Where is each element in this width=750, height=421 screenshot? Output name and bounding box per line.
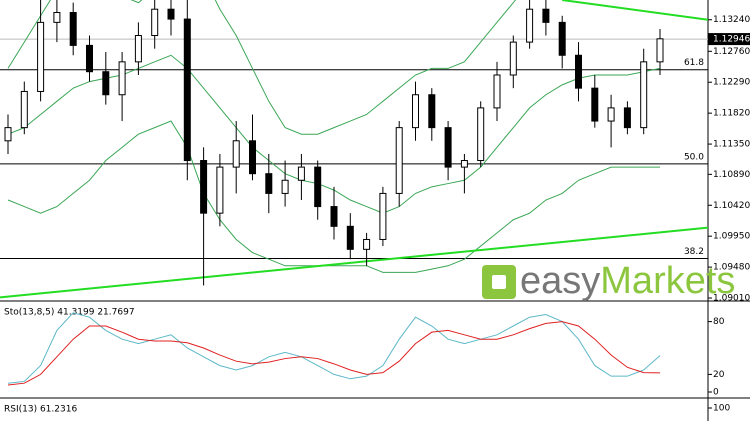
candle-body bbox=[346, 225, 354, 250]
stoch-line bbox=[7, 312, 661, 384]
band-line bbox=[7, 120, 660, 273]
candle-body bbox=[249, 140, 256, 175]
candle-body bbox=[558, 21, 566, 56]
candle-body bbox=[444, 127, 452, 168]
candle-body bbox=[379, 192, 387, 240]
y-tick-label: 1.09010 bbox=[713, 294, 750, 304]
candle-body bbox=[69, 12, 77, 46]
candle-body bbox=[232, 140, 240, 168]
candle-body bbox=[623, 107, 631, 129]
y-tick-label: 1.12290 bbox=[713, 78, 750, 88]
candle-body bbox=[493, 74, 501, 109]
candle-body bbox=[526, 8, 534, 43]
logo-word: easy bbox=[520, 260, 600, 302]
candle-body bbox=[37, 21, 45, 92]
candle-body bbox=[591, 87, 599, 122]
candle-body bbox=[4, 127, 12, 142]
y-tick-label: 1.09480 bbox=[713, 263, 750, 273]
candle-body bbox=[477, 107, 485, 162]
candle-body bbox=[281, 179, 289, 194]
logo-text: easyMarkets bbox=[520, 260, 735, 302]
candle-body bbox=[86, 44, 93, 73]
panel-title: RSI(13) 61.2316 bbox=[4, 405, 77, 415]
trendline bbox=[562, 0, 708, 21]
candle-body bbox=[314, 166, 322, 208]
logo-icon bbox=[492, 275, 506, 289]
candle-body bbox=[575, 54, 582, 89]
logo-word: Markets bbox=[600, 260, 735, 302]
candle-body bbox=[542, 8, 550, 23]
y-tick-label: 1.12760 bbox=[713, 47, 750, 57]
y-tick-label: 0 bbox=[713, 388, 719, 398]
candle-body bbox=[509, 41, 517, 76]
candle-body bbox=[151, 8, 159, 37]
candle-body bbox=[412, 94, 419, 129]
candle-body bbox=[134, 35, 142, 63]
candle-body bbox=[607, 107, 615, 122]
y-tick-label: 100 bbox=[713, 404, 730, 414]
price-tag bbox=[708, 33, 750, 46]
y-tick-label: 1.09950 bbox=[713, 232, 750, 242]
y-tick-label: 1.11820 bbox=[713, 109, 750, 119]
candle-body bbox=[20, 90, 28, 129]
candle-body bbox=[395, 127, 403, 194]
candle-body bbox=[216, 166, 224, 214]
stoch-line bbox=[7, 321, 661, 386]
candle-body bbox=[102, 71, 110, 96]
candle-body bbox=[363, 238, 371, 250]
trendline bbox=[0, 226, 708, 299]
plot-area bbox=[0, 0, 708, 299]
candle-body bbox=[656, 38, 664, 63]
y-tick-label: 20 bbox=[713, 370, 725, 380]
candle-body bbox=[53, 12, 61, 23]
candle-body bbox=[265, 173, 273, 194]
candle-body bbox=[640, 61, 648, 129]
fib-label: 38.2 bbox=[684, 247, 704, 257]
candle-body bbox=[428, 94, 436, 129]
price-tag-label: 1.12946 bbox=[713, 35, 750, 45]
fib-label: 61.8 bbox=[684, 58, 704, 68]
candle-body bbox=[167, 8, 175, 20]
fib-label: 50.0 bbox=[684, 152, 704, 162]
candle-body bbox=[330, 206, 338, 227]
candle-body bbox=[460, 160, 468, 168]
y-tick-label: 1.13240 bbox=[713, 15, 750, 25]
panel-title: Sto(13,8,5) 41.3199 21.7697 bbox=[4, 308, 135, 318]
candle-body bbox=[200, 160, 208, 214]
y-tick-label: 1.10890 bbox=[713, 170, 750, 180]
candle-body bbox=[118, 61, 126, 96]
y-tick-label: 1.10420 bbox=[713, 201, 750, 211]
y-tick-label: 80 bbox=[713, 317, 725, 327]
candle-body bbox=[183, 18, 191, 162]
band-line bbox=[7, 0, 517, 135]
y-tick-label: 1.11350 bbox=[713, 140, 750, 150]
candle-body bbox=[297, 166, 305, 181]
